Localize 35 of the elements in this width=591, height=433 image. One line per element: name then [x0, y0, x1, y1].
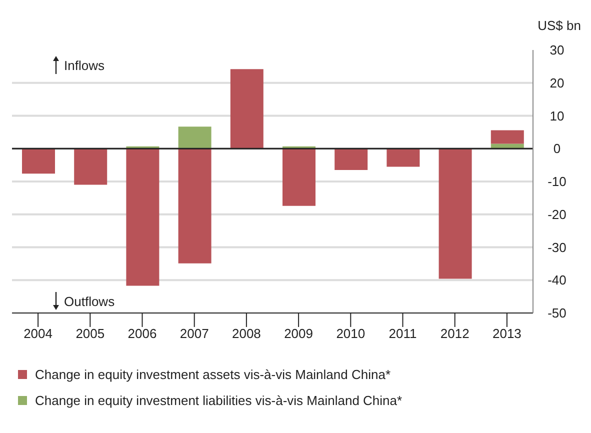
bar	[438, 148, 472, 279]
bar	[178, 148, 212, 264]
bar	[126, 148, 160, 286]
legend-label: Change in equity investment assets vis-à-vis Mainland China*	[35, 367, 391, 382]
bar	[282, 148, 316, 206]
bar	[386, 148, 420, 167]
y-tick-label: 20	[550, 75, 564, 90]
y-tick-label: -40	[548, 272, 566, 288]
x-tick-label: 2010	[336, 326, 366, 342]
y-tick-label: -50	[548, 306, 566, 321]
bar	[490, 130, 524, 144]
annotation: Outflows	[64, 294, 115, 308]
x-tick-label: 2004	[24, 326, 53, 342]
y-tick-label: 10	[550, 108, 564, 124]
bar	[74, 148, 108, 185]
bar	[178, 126, 212, 149]
x-tick-label: 2009	[284, 326, 314, 342]
y-axis-title: US$ bn	[538, 18, 581, 33]
x-tick-label: 2007	[180, 326, 209, 342]
bar	[230, 69, 264, 149]
y-tick-label: -10	[548, 174, 566, 190]
annotation: Inflows	[64, 58, 104, 72]
x-tick-label: 2013	[492, 326, 522, 342]
y-tick-label: -30	[548, 240, 566, 255]
x-tick-label: 2012	[440, 326, 470, 342]
bar	[22, 148, 55, 174]
y-tick-label: 30	[550, 42, 564, 58]
bar	[334, 148, 368, 170]
x-tick-label: 2006	[128, 326, 157, 342]
x-tick-label: 2005	[76, 326, 105, 342]
y-tick-label: -20	[548, 206, 566, 222]
y-tick-label: 0	[553, 141, 561, 156]
legend-label: Change in equity investment liabilities vis-à-vis Mainland China*	[35, 393, 402, 408]
x-tick-label: 2008	[232, 326, 261, 342]
x-tick-label: 2011	[388, 326, 417, 342]
